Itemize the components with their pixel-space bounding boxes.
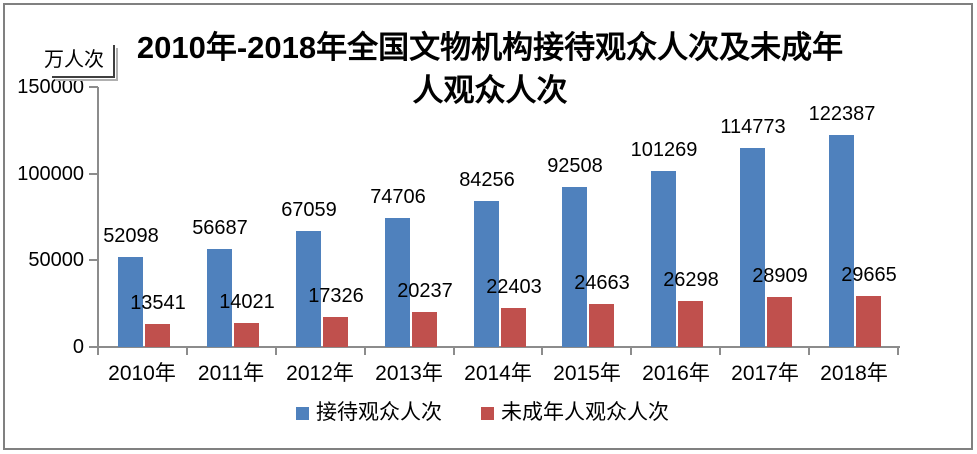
bar-minor-visitors-2010年 bbox=[145, 324, 170, 347]
bar-minor-visitors-2011年 bbox=[234, 323, 259, 347]
x-axis-line bbox=[96, 346, 900, 348]
bar-total-visitors-2016年 bbox=[651, 171, 676, 347]
x-tick-mark bbox=[630, 347, 632, 355]
data-label-minor-visitors-2010年: 13541 bbox=[130, 292, 186, 314]
x-axis-label-2012年: 2012年 bbox=[286, 362, 354, 385]
data-label-minor-visitors-2016年: 26298 bbox=[663, 269, 719, 291]
y-tick-label: 50000 bbox=[28, 249, 84, 271]
data-label-minor-visitors-2018年: 29665 bbox=[841, 264, 897, 286]
bar-minor-visitors-2018年 bbox=[856, 296, 881, 347]
y-tick-mark bbox=[89, 346, 98, 348]
y-axis-line bbox=[97, 87, 99, 348]
bar-total-visitors-2011年 bbox=[207, 249, 232, 347]
x-tick-mark bbox=[364, 347, 366, 355]
data-label-total-visitors-2010年: 52098 bbox=[103, 225, 159, 247]
data-label-minor-visitors-2017年: 28909 bbox=[752, 265, 808, 287]
chart-title: 2010年-2018年全国文物机构接待观众人次及未成年 人观众人次 bbox=[95, 26, 885, 112]
data-label-total-visitors-2013年: 74706 bbox=[370, 186, 426, 208]
y-axis-title-box-shadow bbox=[55, 48, 118, 81]
x-axis-label-2018年: 2018年 bbox=[820, 362, 888, 385]
x-tick-mark bbox=[897, 347, 899, 355]
legend-item-total-visitors: 接待观众人次 bbox=[296, 400, 442, 426]
x-axis-label-2013年: 2013年 bbox=[375, 362, 443, 385]
bar-total-visitors-2018年 bbox=[829, 135, 854, 347]
y-tick-label: 100000 bbox=[17, 163, 84, 185]
legend-swatch-total-visitors bbox=[296, 406, 309, 420]
x-axis-label-2014年: 2014年 bbox=[464, 362, 532, 385]
bar-total-visitors-2010年 bbox=[118, 257, 143, 347]
bar-minor-visitors-2013年 bbox=[412, 312, 437, 347]
bar-total-visitors-2015年 bbox=[562, 187, 587, 347]
x-tick-mark bbox=[541, 347, 543, 355]
x-axis-label-2011年: 2011年 bbox=[197, 362, 265, 385]
y-axis-title: 万人次 bbox=[44, 49, 104, 71]
bar-total-visitors-2014年 bbox=[474, 201, 499, 347]
y-tick-label: 0 bbox=[72, 336, 84, 358]
bar-total-visitors-2012年 bbox=[296, 231, 321, 347]
x-tick-mark bbox=[186, 347, 188, 355]
data-label-minor-visitors-2011年: 14021 bbox=[219, 291, 275, 313]
x-tick-mark bbox=[97, 347, 99, 355]
x-tick-mark bbox=[808, 347, 810, 355]
y-tick-label: 150000 bbox=[17, 76, 84, 98]
data-label-total-visitors-2011年: 56687 bbox=[192, 217, 248, 239]
data-label-total-visitors-2016年: 101269 bbox=[630, 139, 698, 161]
data-label-minor-visitors-2013年: 20237 bbox=[397, 280, 453, 302]
bar-minor-visitors-2017年 bbox=[767, 297, 792, 347]
y-tick-mark bbox=[89, 86, 98, 88]
legend-item-minor-visitors: 未成年人观众人次 bbox=[481, 400, 669, 426]
chart-title-line-2: 人观众人次 bbox=[412, 73, 568, 108]
x-tick-mark bbox=[719, 347, 721, 355]
bar-minor-visitors-2014年 bbox=[501, 308, 526, 347]
y-tick-mark bbox=[89, 259, 98, 261]
data-label-total-visitors-2014年: 84256 bbox=[459, 169, 515, 191]
x-tick-mark bbox=[275, 347, 277, 355]
x-axis-label-2016年: 2016年 bbox=[642, 362, 710, 385]
y-axis-title-box bbox=[52, 45, 115, 78]
chart-title-line-1: 2010年-2018年全国文物机构接待观众人次及未成年 bbox=[136, 30, 844, 65]
bar-minor-visitors-2012年 bbox=[323, 317, 348, 347]
data-label-minor-visitors-2012年: 17326 bbox=[308, 285, 364, 307]
legend-swatch-minor-visitors bbox=[481, 406, 494, 420]
bar-minor-visitors-2015年 bbox=[589, 304, 614, 347]
bar-minor-visitors-2016年 bbox=[678, 301, 703, 347]
x-tick-mark bbox=[453, 347, 455, 355]
bar-total-visitors-2017年 bbox=[740, 148, 765, 347]
data-label-total-visitors-2017年: 114773 bbox=[720, 116, 786, 138]
x-axis-label-2010年: 2010年 bbox=[108, 362, 176, 385]
data-label-minor-visitors-2014年: 22403 bbox=[486, 276, 542, 298]
y-tick-mark bbox=[89, 173, 98, 175]
legend-label-total-visitors: 接待观众人次 bbox=[316, 401, 442, 424]
bar-total-visitors-2013年 bbox=[385, 218, 410, 347]
data-label-total-visitors-2018年: 122387 bbox=[808, 103, 876, 125]
x-axis-label-2015年: 2015年 bbox=[553, 362, 621, 385]
data-label-total-visitors-2015年: 92508 bbox=[547, 155, 603, 177]
legend-label-minor-visitors: 未成年人观众人次 bbox=[501, 401, 669, 424]
x-axis-label-2017年: 2017年 bbox=[731, 362, 799, 385]
data-label-minor-visitors-2015年: 24663 bbox=[574, 272, 630, 294]
data-label-total-visitors-2012年: 67059 bbox=[281, 199, 337, 221]
